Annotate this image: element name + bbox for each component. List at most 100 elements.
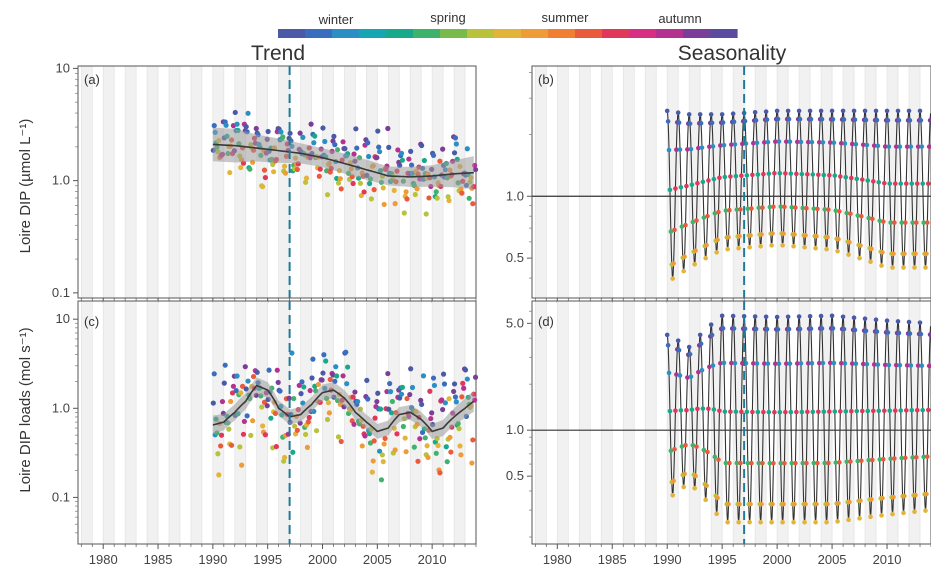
seasonal-point bbox=[755, 409, 761, 415]
seasonal-point bbox=[892, 181, 898, 186]
x-tick-label: 2000 bbox=[308, 552, 337, 567]
seasonal-point bbox=[715, 495, 720, 501]
data-point bbox=[419, 142, 425, 149]
data-point bbox=[294, 427, 300, 433]
data-point bbox=[322, 138, 328, 145]
data-point bbox=[270, 161, 276, 167]
seasonal-point bbox=[745, 460, 751, 466]
trend-line bbox=[212, 143, 474, 178]
data-point bbox=[453, 399, 459, 405]
seasonal-point bbox=[673, 186, 678, 191]
seasonal-point bbox=[748, 233, 753, 238]
data-point bbox=[237, 444, 243, 450]
data-point bbox=[239, 462, 245, 468]
seasonal-point bbox=[858, 243, 863, 248]
data-point bbox=[313, 428, 320, 434]
data-point bbox=[335, 180, 342, 186]
seasonal-point bbox=[927, 332, 931, 337]
seasonal-point bbox=[750, 172, 755, 178]
seasonal-point bbox=[898, 181, 904, 186]
seasonal-point bbox=[913, 251, 918, 257]
year-band bbox=[344, 66, 356, 298]
data-point bbox=[452, 394, 459, 400]
seasonal-point bbox=[902, 251, 907, 257]
x-tick-label: 2000 bbox=[763, 552, 792, 567]
seasonal-point bbox=[727, 460, 732, 466]
seasonal-point bbox=[689, 407, 695, 412]
data-point bbox=[381, 201, 387, 208]
seasonal-point bbox=[700, 406, 706, 411]
seasonal-point bbox=[816, 409, 821, 415]
seasonal-point bbox=[844, 210, 850, 216]
seasonal-point bbox=[695, 180, 700, 186]
data-point bbox=[327, 376, 333, 383]
seasonal-point bbox=[783, 409, 788, 415]
seasonal-point bbox=[830, 326, 836, 331]
x-tick-label: 2005 bbox=[363, 552, 392, 567]
data-point bbox=[380, 459, 386, 465]
data-point bbox=[305, 419, 311, 425]
data-point bbox=[312, 133, 318, 139]
data-point bbox=[298, 391, 304, 397]
data-point bbox=[281, 454, 288, 461]
seasonal-point bbox=[718, 361, 723, 366]
seasonal-point bbox=[896, 330, 902, 336]
seasonal-point bbox=[831, 140, 837, 145]
seasonal-point bbox=[809, 139, 815, 145]
x-tick-label: 1980 bbox=[543, 552, 572, 567]
seasonal-point bbox=[769, 243, 774, 248]
seasonal-point bbox=[815, 206, 820, 212]
seasonal-point bbox=[868, 514, 873, 520]
legend-color-step bbox=[575, 29, 603, 38]
seasonal-point bbox=[720, 326, 726, 331]
seasonal-point bbox=[794, 139, 800, 145]
seasonal-point bbox=[881, 219, 886, 224]
data-point bbox=[380, 185, 386, 191]
seasonal-point bbox=[772, 409, 777, 415]
seasonal-point bbox=[830, 117, 836, 122]
seasonal-point bbox=[917, 108, 923, 114]
data-point bbox=[451, 388, 457, 395]
seasonal-point bbox=[921, 220, 926, 225]
seasonal-point bbox=[838, 409, 843, 414]
data-point bbox=[472, 166, 479, 173]
year-band bbox=[711, 66, 723, 298]
year-band bbox=[322, 301, 334, 544]
data-point bbox=[311, 140, 317, 146]
data-point bbox=[260, 423, 266, 429]
data-point bbox=[219, 398, 226, 405]
seasonal-point bbox=[851, 108, 857, 114]
seasonal-point bbox=[808, 116, 814, 122]
year-band bbox=[103, 301, 115, 544]
data-point bbox=[275, 379, 281, 386]
data-point bbox=[261, 399, 268, 405]
seasonality-title: Seasonality bbox=[678, 42, 787, 65]
season-color-bar bbox=[278, 29, 738, 38]
year-band bbox=[667, 66, 679, 298]
data-point bbox=[343, 349, 349, 355]
seasonal-point bbox=[864, 361, 870, 367]
data-point bbox=[431, 382, 438, 389]
panel-frame bbox=[77, 65, 477, 299]
year-band bbox=[147, 301, 159, 544]
seasonal-point bbox=[855, 458, 861, 464]
seasonal-point bbox=[914, 220, 919, 225]
seasonal-point bbox=[744, 409, 750, 415]
seasonal-point bbox=[786, 116, 792, 122]
data-point bbox=[441, 381, 448, 387]
seasonal-point bbox=[675, 110, 681, 115]
seasonal-point bbox=[760, 460, 765, 466]
seasonal-point bbox=[797, 116, 803, 122]
seasonal-point bbox=[681, 484, 686, 490]
data-point bbox=[359, 443, 365, 449]
seasonal-point bbox=[775, 116, 781, 122]
seasonal-point bbox=[847, 499, 852, 505]
seasonal-point bbox=[693, 473, 698, 479]
seasonal-point bbox=[699, 367, 705, 373]
data-point bbox=[323, 358, 329, 364]
data-point bbox=[281, 163, 288, 169]
seasonal-point bbox=[886, 362, 892, 368]
data-point bbox=[437, 470, 443, 476]
seasonal-point bbox=[853, 361, 859, 367]
panel-label-b: (b) bbox=[538, 72, 554, 87]
